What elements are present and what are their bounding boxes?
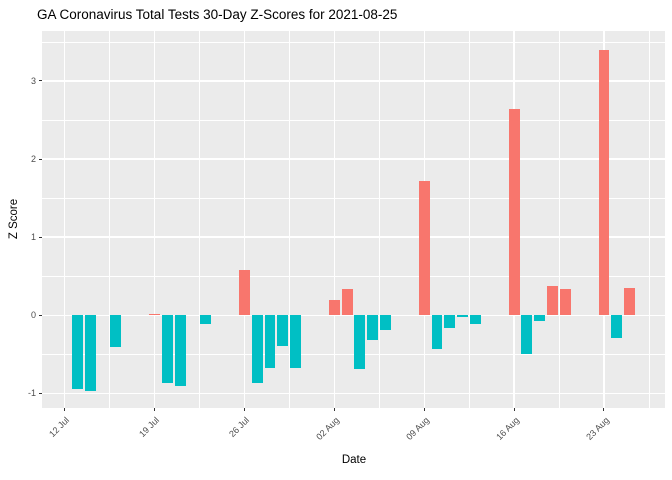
x-axis-tick [333,408,335,411]
bar-positive [418,180,430,316]
y-axis-tick [39,236,42,238]
x-major-gridline [153,31,155,408]
bar-negative [534,315,546,321]
y-minor-gridline [42,197,665,199]
y-major-gridline [42,236,665,238]
bar-positive [148,313,160,316]
bar-negative [251,315,263,384]
x-major-gridline [63,31,66,408]
x-axis-tick-label: 16 Aug [494,415,522,442]
x-axis-tick-label: 02 Aug [314,415,342,442]
y-major-gridline [42,392,665,394]
bar-negative [290,315,302,369]
bar-positive [559,289,571,316]
y-minor-gridline [42,41,665,43]
bar-negative [84,315,96,391]
x-axis-tick [603,408,605,411]
x-axis-tick-label: 26 Jul [227,415,252,440]
y-axis-tick [39,314,42,316]
bar-positive [238,269,250,316]
bar-negative [431,315,443,350]
bar-negative [110,315,122,348]
x-axis-tick [243,408,245,411]
bar-negative [200,315,212,325]
x-minor-gridline [199,31,200,408]
bar-negative [161,315,173,384]
x-major-gridline [243,31,245,408]
x-axis-tick-label: 19 Jul [137,415,162,440]
bar-positive [341,288,353,316]
y-major-gridline [42,80,665,82]
x-major-gridline [333,31,335,408]
x-axis-tick-label: 23 Aug [584,415,612,442]
bar-negative [277,315,289,347]
x-minor-gridline [378,31,380,408]
x-axis-tick-label: 09 Aug [404,415,432,442]
x-axis-tick [153,408,155,411]
y-minor-gridline [42,353,665,355]
y-axis-tick [39,158,42,160]
bar-positive [508,109,520,316]
y-axis-tick-label: 3 [30,75,36,86]
y-axis-tick [39,80,42,82]
bar-negative [71,315,83,390]
plot-panel [42,31,665,408]
bar-negative [444,315,456,328]
bar-positive [598,49,610,316]
x-axis-tick [513,408,515,411]
x-axis-title: Date [341,454,367,466]
x-axis-tick [63,408,65,411]
bar-negative [521,315,533,355]
bar-negative [264,315,276,369]
bar-negative [367,315,379,341]
y-major-gridline [42,158,665,160]
bar-negative [174,315,186,387]
y-axis-tick-label: -1 [27,388,36,399]
y-axis-tick [39,392,42,394]
bar-positive [328,300,340,316]
y-axis-tick-label: 2 [30,154,36,164]
y-axis-tick-label: 0 [30,310,36,321]
bar-negative [380,315,392,330]
x-minor-gridline [648,31,650,408]
x-axis-tick [423,408,425,411]
y-major-gridline [42,314,665,316]
x-minor-gridline [558,31,560,408]
bar-negative [470,315,481,324]
x-minor-gridline [288,31,290,408]
bar-positive [624,287,636,316]
bar-negative [354,315,366,369]
chart-title: GA Coronavirus Total Tests 30-Day Z-Scor… [37,7,398,22]
x-minor-gridline [109,31,110,408]
y-minor-gridline [42,119,665,121]
y-minor-gridline [42,275,665,277]
bar-positive [547,286,559,316]
x-axis-tick-label: 12 Jul [47,415,72,440]
x-minor-gridline [468,31,470,408]
bar-negative [611,315,623,338]
y-axis-tick-label: 1 [30,232,36,243]
bar-negative [457,315,469,317]
